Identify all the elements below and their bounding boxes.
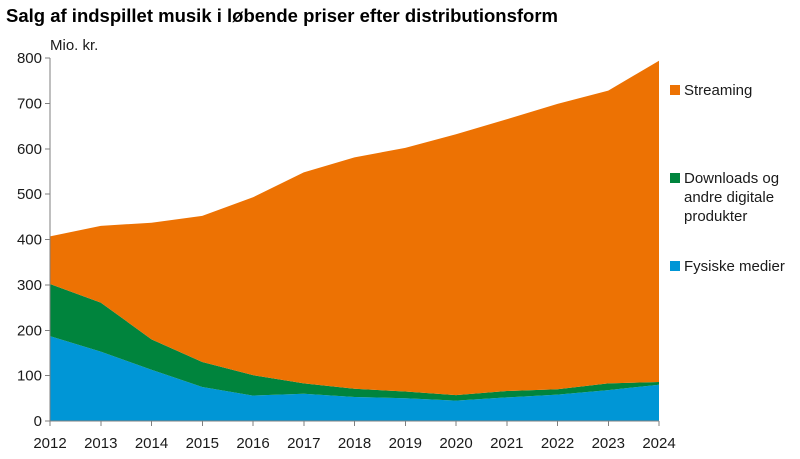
y-tick-label: 300 (17, 277, 42, 294)
y-tick-label: 400 (17, 232, 42, 249)
x-tick-label: 2024 (642, 435, 675, 452)
y-tick-label: 200 (17, 322, 42, 339)
x-tick-label: 2020 (439, 435, 472, 452)
legend-label: andre digitale (684, 189, 774, 206)
chart-title: Salg af indspillet musik i løbende prise… (6, 5, 558, 26)
legend-label: Streaming (684, 82, 752, 99)
y-axis-ticks: 0 100 200 300 400 500 600 700 800 (17, 50, 50, 430)
x-tick-label: 2014 (135, 435, 168, 452)
x-tick-label: 2016 (236, 435, 269, 452)
legend: Streaming Downloads og andre digitale produ… (670, 82, 785, 275)
y-tick-label: 500 (17, 186, 42, 203)
legend-item: Downloads og andre digitale produkter (670, 170, 779, 225)
y-tick-label: 600 (17, 141, 42, 158)
x-tick-label: 2012 (33, 435, 66, 452)
x-tick-label: 2015 (186, 435, 219, 452)
y-tick-label: 100 (17, 368, 42, 385)
area-series-0 (50, 336, 659, 421)
stacked-areas (50, 60, 659, 421)
y-tick-label: 0 (34, 413, 42, 430)
legend-swatch (670, 85, 680, 95)
y-tick-label: 700 (17, 95, 42, 112)
y-axis-unit-label: Mio. kr. (50, 37, 98, 54)
area-series-1 (50, 283, 659, 401)
x-tick-label: 2017 (287, 435, 320, 452)
legend-label: produkter (684, 208, 747, 225)
legend-item: Fysiske medier (670, 258, 785, 275)
x-tick-label: 2023 (592, 435, 625, 452)
x-tick-label: 2019 (389, 435, 422, 452)
legend-swatch (670, 261, 680, 271)
x-tick-label: 2018 (338, 435, 371, 452)
legend-label: Fysiske medier (684, 258, 785, 275)
x-axis-ticks: 2012 2013 2014 2015 2016 2017 2018 2019 2020 2021… (33, 421, 676, 452)
x-tick-label: 2013 (84, 435, 117, 452)
x-tick-label: 2021 (490, 435, 523, 452)
legend-swatch (670, 173, 680, 183)
y-tick-label: 800 (17, 50, 42, 67)
x-tick-label: 2022 (541, 435, 574, 452)
legend-item: Streaming (670, 82, 752, 99)
area-series-2 (50, 60, 659, 396)
legend-label: Downloads og (684, 170, 779, 187)
